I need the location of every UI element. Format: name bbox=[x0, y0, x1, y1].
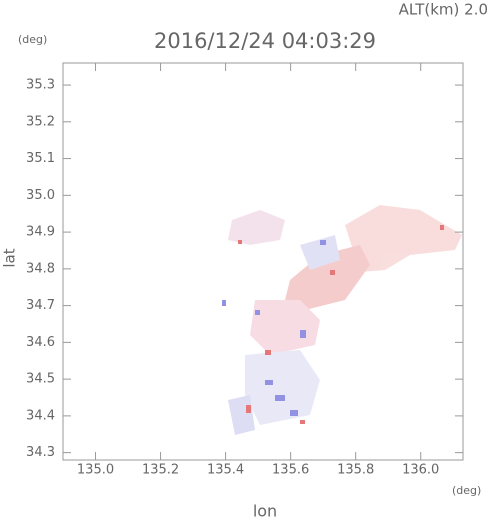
altitude-label: ALT(km) 2.0 bbox=[399, 1, 488, 19]
y-axis-label: lat bbox=[1, 248, 19, 267]
x-tick-label: 135.2 bbox=[142, 463, 179, 478]
y-tick-label: 34.4 bbox=[26, 408, 55, 423]
x-tick-label: 136.0 bbox=[402, 463, 439, 478]
x-axis-label: lon bbox=[253, 502, 277, 521]
x-tick-label: 135.8 bbox=[337, 463, 374, 478]
y-tick-label: 34.8 bbox=[26, 261, 55, 276]
y-tick-label: 35.1 bbox=[26, 151, 55, 166]
x-tick-label: 135.4 bbox=[207, 463, 244, 478]
y-tick-label: 34.9 bbox=[26, 225, 55, 240]
y-unit: (deg) bbox=[18, 33, 47, 46]
y-tick-label: 34.3 bbox=[26, 445, 55, 460]
x-unit: (deg) bbox=[452, 484, 481, 497]
y-tick-label: 35.3 bbox=[26, 78, 55, 93]
chart-title: 2016/12/24 04:03:29 bbox=[154, 29, 376, 53]
y-tick-label: 34.6 bbox=[26, 335, 55, 350]
y-tick-label: 35.0 bbox=[26, 188, 55, 203]
x-tick-label: 135.6 bbox=[272, 463, 309, 478]
x-tick-label: 135.0 bbox=[77, 463, 114, 478]
y-tick-label: 34.5 bbox=[26, 372, 55, 387]
echo-field bbox=[222, 205, 462, 435]
y-tick-label: 34.7 bbox=[26, 298, 55, 313]
y-tick-label: 35.2 bbox=[26, 114, 55, 129]
plot-frame bbox=[62, 62, 464, 461]
